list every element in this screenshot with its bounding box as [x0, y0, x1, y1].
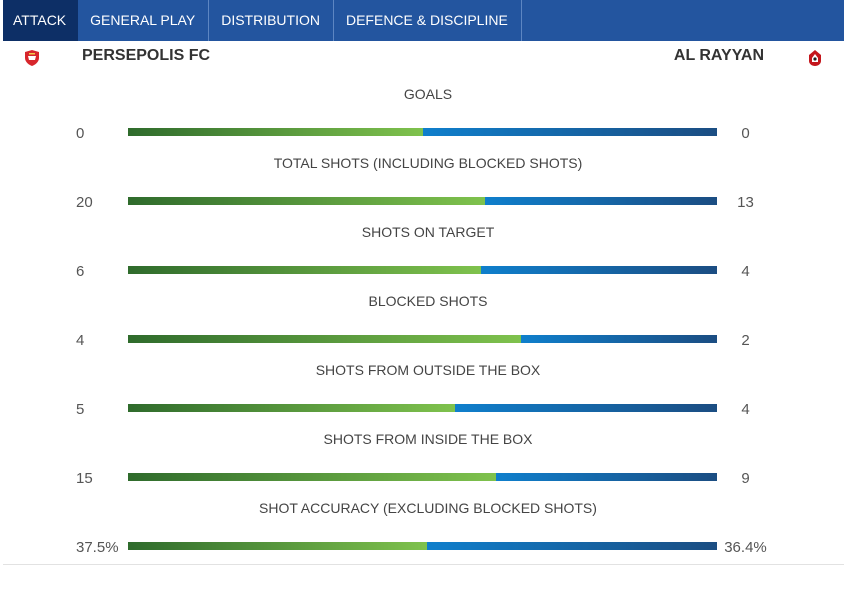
stat-row-shots-outside-box: SHOTS FROM OUTSIDE THE BOX 5 4: [0, 362, 856, 431]
home-bar-fill: [128, 335, 521, 343]
home-bar-fill: [128, 404, 456, 412]
stat-label: BLOCKED SHOTS: [368, 293, 488, 309]
al-rayyan-crest-icon: [809, 50, 821, 66]
tab-general-play[interactable]: GENERAL PLAY: [78, 0, 210, 41]
stat-home-value: 6: [76, 263, 85, 280]
stat-home-value: 20: [76, 194, 93, 211]
stats-tab-bar: ATTACK GENERAL PLAY DISTRIBUTION DEFENCE…: [3, 0, 844, 41]
tab-defence-discipline[interactable]: DEFENCE & DISCIPLINE: [334, 0, 522, 41]
away-bar-fill: [427, 542, 717, 550]
stat-away-value: 4: [741, 401, 750, 418]
comparison-bar: [128, 542, 717, 550]
away-bar-fill: [484, 197, 717, 205]
stat-row-goals: GOALS 0 0: [0, 86, 856, 155]
stat-label: SHOTS FROM OUTSIDE THE BOX: [315, 362, 541, 378]
stat-away-value: 36.4%: [724, 539, 767, 556]
home-bar-fill: [128, 473, 497, 481]
stat-label: SHOT ACCURACY (EXCLUDING BLOCKED SHOTS): [259, 500, 597, 516]
bottom-divider: [3, 564, 844, 565]
away-bar-fill: [496, 473, 717, 481]
stat-row-shot-accuracy: SHOT ACCURACY (EXCLUDING BLOCKED SHOTS) …: [0, 500, 856, 569]
comparison-bar: [128, 335, 717, 343]
stat-away-value: 0: [741, 125, 750, 142]
stat-away-value: 9: [741, 470, 750, 487]
away-bar-fill: [481, 266, 717, 274]
tab-distribution[interactable]: DISTRIBUTION: [209, 0, 334, 41]
team-header: PERSEPOLIS FC AL RAYYAN: [0, 41, 856, 77]
away-team-name: AL RAYYAN: [673, 47, 764, 64]
home-team-name: PERSEPOLIS FC: [82, 47, 211, 64]
stat-home-value: 37.5%: [76, 539, 119, 556]
comparison-bar: [128, 473, 717, 481]
stat-away-value: 4: [741, 263, 750, 280]
comparison-bar: [128, 266, 717, 274]
stat-label: SHOTS FROM INSIDE THE BOX: [323, 431, 533, 447]
home-bar-fill: [128, 542, 428, 550]
stat-home-value: 0: [76, 125, 85, 142]
persepolis-crest-icon: [25, 50, 39, 66]
stat-home-value: 5: [76, 401, 85, 418]
stat-home-value: 4: [76, 332, 85, 349]
tab-attack[interactable]: ATTACK: [3, 0, 79, 41]
stat-label: GOALS: [403, 86, 453, 102]
comparison-bar: [128, 128, 717, 136]
away-bar-fill: [422, 128, 717, 136]
stat-away-value: 13: [737, 194, 754, 211]
stat-away-value: 2: [741, 332, 750, 349]
home-bar-fill: [128, 128, 423, 136]
away-bar-fill: [520, 335, 717, 343]
stat-label: SHOTS ON TARGET: [361, 224, 495, 240]
comparison-bar: [128, 404, 717, 412]
home-bar-fill: [128, 197, 485, 205]
stat-home-value: 15: [76, 470, 93, 487]
home-bar-fill: [128, 266, 482, 274]
comparison-bar: [128, 197, 717, 205]
stat-row-total-shots: TOTAL SHOTS (INCLUDING BLOCKED SHOTS) 20…: [0, 155, 856, 224]
stat-row-blocked-shots: BLOCKED SHOTS 4 2: [0, 293, 856, 362]
stat-row-shots-inside-box: SHOTS FROM INSIDE THE BOX 15 9: [0, 431, 856, 500]
stat-label: TOTAL SHOTS (INCLUDING BLOCKED SHOTS): [273, 155, 583, 171]
away-bar-fill: [455, 404, 717, 412]
stat-row-shots-on-target: SHOTS ON TARGET 6 4: [0, 224, 856, 293]
